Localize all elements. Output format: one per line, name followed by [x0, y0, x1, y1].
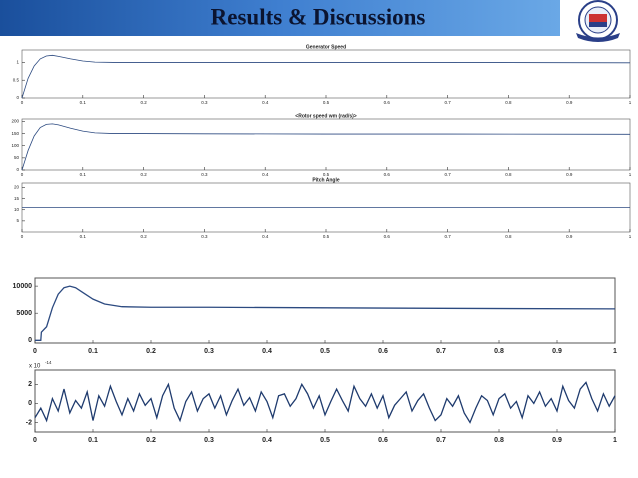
y-tick-label: 5000 — [16, 310, 32, 317]
x-tick-label: 0.2 — [140, 234, 147, 239]
chart-title: Generator Speed — [306, 44, 346, 50]
x-tick-label: 0.4 — [262, 437, 272, 444]
x-tick-label: 0.5 — [320, 348, 330, 355]
plot-area — [21, 49, 631, 99]
x-tick-label: 0.3 — [204, 437, 214, 444]
x-tick-label: 1 — [629, 100, 632, 105]
x-tick-label: 0.5 — [323, 234, 330, 239]
plot-area — [21, 118, 631, 171]
data-line — [35, 285, 616, 341]
y-tick-label: -2 — [26, 419, 32, 426]
y-tick-label: 0 — [16, 95, 19, 100]
x-tick-label: 0.7 — [436, 437, 446, 444]
x-tick-label: 0 — [21, 234, 24, 239]
x-tick-label: 0.3 — [201, 100, 208, 105]
x-tick-label: 0.8 — [494, 437, 504, 444]
x-tick-label: 0.6 — [378, 348, 388, 355]
x-tick-label: 0 — [33, 437, 37, 444]
x-tick-label: 0.1 — [88, 437, 98, 444]
plot-area — [34, 369, 616, 433]
y-tick-label: 10000 — [13, 283, 33, 290]
y-tick-label: 0 — [28, 337, 32, 344]
chart-title: Pitch Angle — [312, 177, 340, 183]
x-tick-label: 0.4 — [262, 100, 269, 105]
chart-title: <Rotor speed wm (rad/s)> — [295, 113, 356, 119]
x-tick-label: 0.2 — [146, 348, 156, 355]
data-line — [21, 123, 631, 171]
x-tick-label: 1 — [629, 172, 632, 177]
x-tick-label: 0.7 — [444, 172, 451, 177]
x-tick-label: 0.9 — [566, 234, 573, 239]
x-tick-label: 0.2 — [140, 172, 147, 177]
x-tick-label: 0.2 — [140, 100, 147, 105]
slide-title: Results & Discussions — [211, 4, 426, 29]
y-tick-label: 200 — [11, 119, 19, 124]
y-tick-label: 150 — [11, 131, 19, 136]
x-tick-label: 0.4 — [262, 234, 269, 239]
x-tick-label: 0.1 — [80, 234, 87, 239]
x-tick-label: 0.4 — [262, 348, 272, 355]
y-tick-label: 20 — [14, 185, 20, 190]
x-tick-label: 0.5 — [320, 437, 330, 444]
x-tick-label: 1 — [613, 437, 617, 444]
x-tick-label: 0.3 — [201, 172, 208, 177]
x-tick-label: 0.3 — [201, 234, 208, 239]
y-tick-label: 2 — [28, 381, 32, 388]
y-tick-label: 0.5 — [13, 77, 20, 82]
plot-area — [34, 277, 616, 344]
x-tick-label: 0.5 — [323, 100, 330, 105]
data-line — [34, 381, 616, 424]
y-tick-label: 100 — [11, 143, 19, 148]
y-tick-label: 0 — [16, 167, 19, 172]
x-tick-label: 0.6 — [384, 172, 391, 177]
x-tick-label: 0.9 — [552, 348, 562, 355]
y-tick-label: 0 — [28, 400, 32, 407]
logo — [576, 0, 620, 42]
x-tick-label: 0 — [21, 172, 24, 177]
x-tick-label: 0.1 — [88, 348, 98, 355]
y-tick-label: 50 — [14, 155, 20, 160]
x-tick-label: 0.3 — [204, 348, 214, 355]
y-tick-label: 10 — [14, 207, 20, 212]
x-tick-label: 0.8 — [494, 348, 504, 355]
header-bar — [0, 0, 560, 36]
x-tick-label: 0.7 — [444, 100, 451, 105]
x-tick-label: 0.8 — [505, 234, 512, 239]
x-tick-label: 0.6 — [384, 234, 391, 239]
x-tick-label: 0.9 — [566, 100, 573, 105]
x-tick-label: 0.9 — [552, 437, 562, 444]
y-multiplier: x 10 — [29, 364, 41, 370]
x-tick-label: 0.1 — [80, 100, 87, 105]
x-tick-label: 0.9 — [566, 172, 573, 177]
x-tick-label: 0.1 — [80, 172, 87, 177]
data-line — [21, 54, 631, 99]
x-tick-label: 0.7 — [444, 234, 451, 239]
x-tick-label: 0 — [33, 348, 37, 355]
x-tick-label: 0.4 — [262, 172, 269, 177]
x-tick-label: 1 — [629, 234, 632, 239]
x-tick-label: 0.7 — [436, 348, 446, 355]
y-tick-label: 15 — [14, 196, 20, 201]
x-tick-label: 0.2 — [146, 437, 156, 444]
x-tick-label: 0.5 — [323, 172, 330, 177]
y-tick-label: 5 — [16, 218, 19, 223]
x-tick-label: 0.8 — [505, 100, 512, 105]
y-exponent: -14 — [45, 360, 52, 365]
x-tick-label: 1 — [613, 348, 617, 355]
x-tick-label: 0 — [21, 100, 24, 105]
x-tick-label: 0.6 — [378, 437, 388, 444]
x-tick-label: 0.6 — [384, 100, 391, 105]
x-tick-label: 0.8 — [505, 172, 512, 177]
y-tick-label: 1 — [16, 60, 19, 65]
